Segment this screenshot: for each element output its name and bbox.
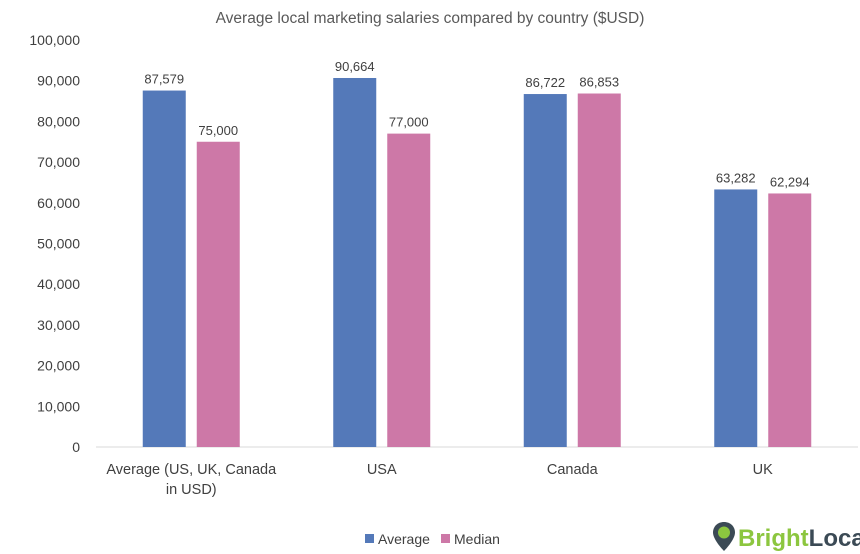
bar-median (577, 93, 621, 447)
data-label: 62,294 (770, 174, 810, 189)
legend: Average Median (365, 531, 500, 547)
data-label: 86,853 (579, 75, 619, 90)
y-axis: 0 10,000 20,000 30,000 40,000 50,000 60,000 70,… (29, 32, 80, 455)
x-axis: Average (US, UK, Canada in USD) USA Canada U… (106, 462, 773, 498)
data-label: 86,722 (525, 75, 565, 90)
data-label: 87,579 (144, 72, 184, 87)
data-label: 63,282 (716, 170, 756, 185)
y-tick-label: 40,000 (37, 276, 80, 292)
x-tick-label: in USD) (166, 482, 217, 498)
x-tick-label: USA (367, 462, 397, 478)
y-tick-label: 10,000 (37, 398, 80, 414)
brand-name: BrightLocal (738, 525, 860, 552)
y-tick-label: 90,000 (37, 73, 80, 89)
brand-logo: BrightLocal (713, 522, 860, 552)
legend-label-average: Average (378, 531, 430, 547)
bar-median (768, 193, 812, 447)
brand-name-part2: Local (809, 525, 860, 552)
bar-average (333, 77, 377, 447)
bar-average (142, 90, 186, 447)
data-label: 90,664 (335, 59, 375, 74)
bar-average (523, 94, 567, 448)
chart-title: Average local marketing salaries compare… (216, 10, 645, 27)
y-tick-label: 0 (72, 439, 80, 455)
y-tick-label: 30,000 (37, 317, 80, 333)
map-pin-icon (713, 522, 735, 551)
bar-average (714, 189, 758, 447)
data-label: 75,000 (198, 123, 238, 138)
legend-swatch-median (441, 534, 450, 543)
bar-median (387, 133, 431, 448)
bar-median (196, 141, 240, 447)
y-tick-label: 20,000 (37, 358, 80, 374)
x-tick-label: Average (US, UK, Canada (106, 462, 277, 478)
data-label: 77,000 (389, 115, 429, 130)
data-labels: 87,579 90,664 86,722 63,282 75,000 77,000 86,8… (144, 59, 809, 189)
y-tick-label: 80,000 (37, 113, 80, 129)
y-tick-label: 70,000 (37, 154, 80, 170)
legend-swatch-average (365, 534, 374, 543)
x-tick-label: Canada (547, 462, 599, 478)
y-tick-label: 50,000 (37, 236, 80, 252)
brand-name-part1: Bright (738, 525, 809, 552)
legend-label-median: Median (454, 531, 500, 547)
y-tick-label: 60,000 (37, 195, 80, 211)
x-tick-label: UK (753, 462, 773, 478)
bars (142, 77, 812, 448)
y-tick-label: 100,000 (29, 32, 80, 48)
